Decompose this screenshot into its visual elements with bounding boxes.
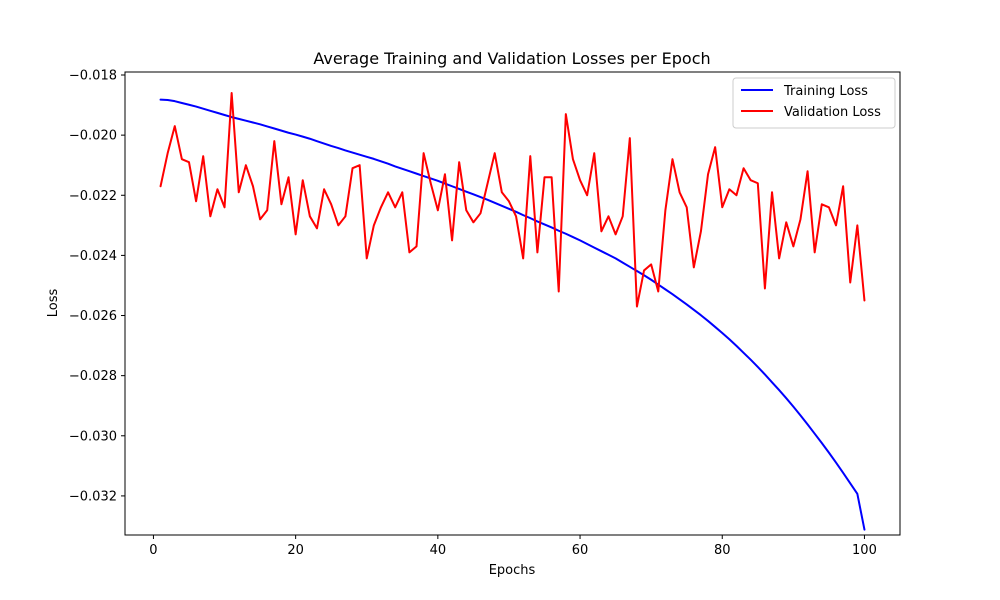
y-tick-label: −0.024 bbox=[69, 249, 117, 264]
y-tick-label: −0.018 bbox=[69, 69, 117, 84]
y-tick-label: −0.020 bbox=[69, 129, 117, 144]
y-tick-label: −0.032 bbox=[69, 489, 117, 504]
x-tick-label: 20 bbox=[287, 543, 304, 558]
legend-training-loss-label: Training Loss bbox=[783, 84, 868, 99]
y-tick-label: −0.026 bbox=[69, 309, 117, 324]
axes-frame bbox=[124, 71, 901, 536]
chart-title: Average Training and Validation Losses p… bbox=[313, 49, 710, 68]
validation-loss-line bbox=[159, 92, 866, 308]
plot-area bbox=[159, 92, 866, 531]
y-axis-label: Loss bbox=[46, 289, 61, 318]
y-tick-label: −0.028 bbox=[69, 369, 117, 384]
x-tick-label: 40 bbox=[430, 543, 447, 558]
x-tick-label: 100 bbox=[852, 543, 877, 558]
y-tick-label: −0.022 bbox=[69, 189, 117, 204]
legend-validation-loss-label: Validation Loss bbox=[784, 105, 881, 120]
legend-box bbox=[732, 77, 896, 129]
legend: Training Loss Validation Loss bbox=[732, 77, 896, 129]
x-axis-label: Epochs bbox=[489, 563, 536, 578]
y-tick-label: −0.030 bbox=[69, 429, 117, 444]
x-tick-label: 80 bbox=[714, 543, 731, 558]
x-tick-label: 0 bbox=[149, 543, 157, 558]
x-tick-label: 60 bbox=[572, 543, 589, 558]
